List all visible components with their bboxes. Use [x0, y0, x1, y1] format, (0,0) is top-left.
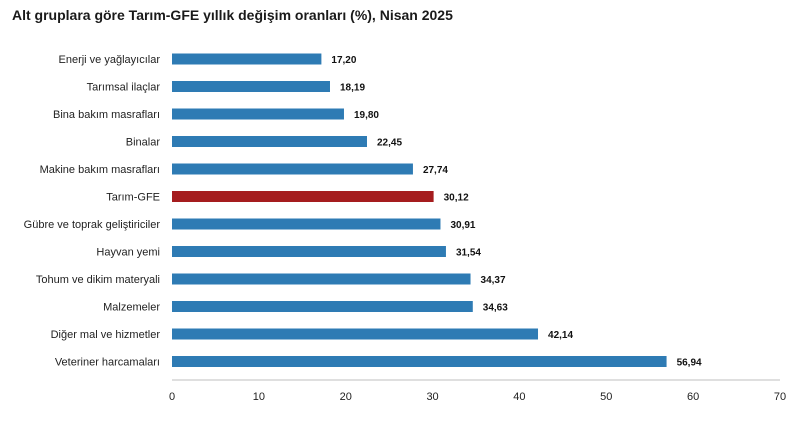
data-label: 17,20: [331, 55, 356, 66]
category-label: Veteriner harcamaları: [55, 357, 160, 369]
bar: [172, 108, 344, 120]
bar: [172, 163, 413, 175]
x-tick-label: 20: [340, 391, 352, 403]
bar: [172, 356, 667, 367]
x-tick-label: 60: [687, 391, 699, 403]
data-label: 27,74: [423, 165, 448, 176]
chart-title: Alt gruplara göre Tarım-GFE yıllık değiş…: [12, 7, 453, 23]
data-label: 30,12: [444, 193, 469, 204]
data-label: 34,63: [483, 303, 508, 314]
bar: [172, 53, 322, 65]
category-label: Diğer mal ve hizmetler: [51, 329, 161, 341]
data-label: 19,80: [354, 110, 379, 121]
bar-highlight: [172, 191, 434, 202]
data-label: 42,14: [548, 330, 573, 341]
category-label: Gübre ve toprak geliştiriciler: [24, 219, 161, 231]
x-tick-label: 40: [513, 391, 525, 403]
bar: [172, 328, 539, 340]
data-label: 22,45: [377, 138, 402, 149]
bar: [172, 273, 471, 285]
category-label: Tarımsal ilaçlar: [87, 82, 161, 94]
data-label: 18,19: [340, 83, 365, 94]
category-label: Tohum ve dikim materyali: [36, 274, 160, 286]
bar: [172, 301, 473, 312]
category-label: Enerji ve yağlayıcılar: [59, 54, 161, 66]
bar: [172, 81, 330, 92]
data-label: 30,91: [450, 220, 475, 231]
category-label: Makine bakım masrafları: [40, 164, 160, 176]
x-tick-label: 10: [253, 391, 265, 403]
category-label: Tarım-GFE: [106, 192, 160, 204]
x-tick-label: 30: [426, 391, 438, 403]
category-label: Hayvan yemi: [96, 247, 160, 259]
bar: [172, 218, 441, 230]
x-tick-label: 0: [169, 391, 175, 403]
data-label: 56,94: [677, 358, 702, 369]
bar: [172, 136, 367, 147]
bar: [172, 246, 446, 257]
category-label: Binalar: [126, 137, 161, 149]
category-label: Malzemeler: [103, 302, 160, 314]
x-tick-label: 70: [774, 391, 786, 403]
x-tick-label: 50: [600, 391, 612, 403]
data-label: 34,37: [481, 275, 506, 286]
data-label: 31,54: [456, 248, 481, 259]
category-label: Bina bakım masrafları: [53, 109, 160, 121]
